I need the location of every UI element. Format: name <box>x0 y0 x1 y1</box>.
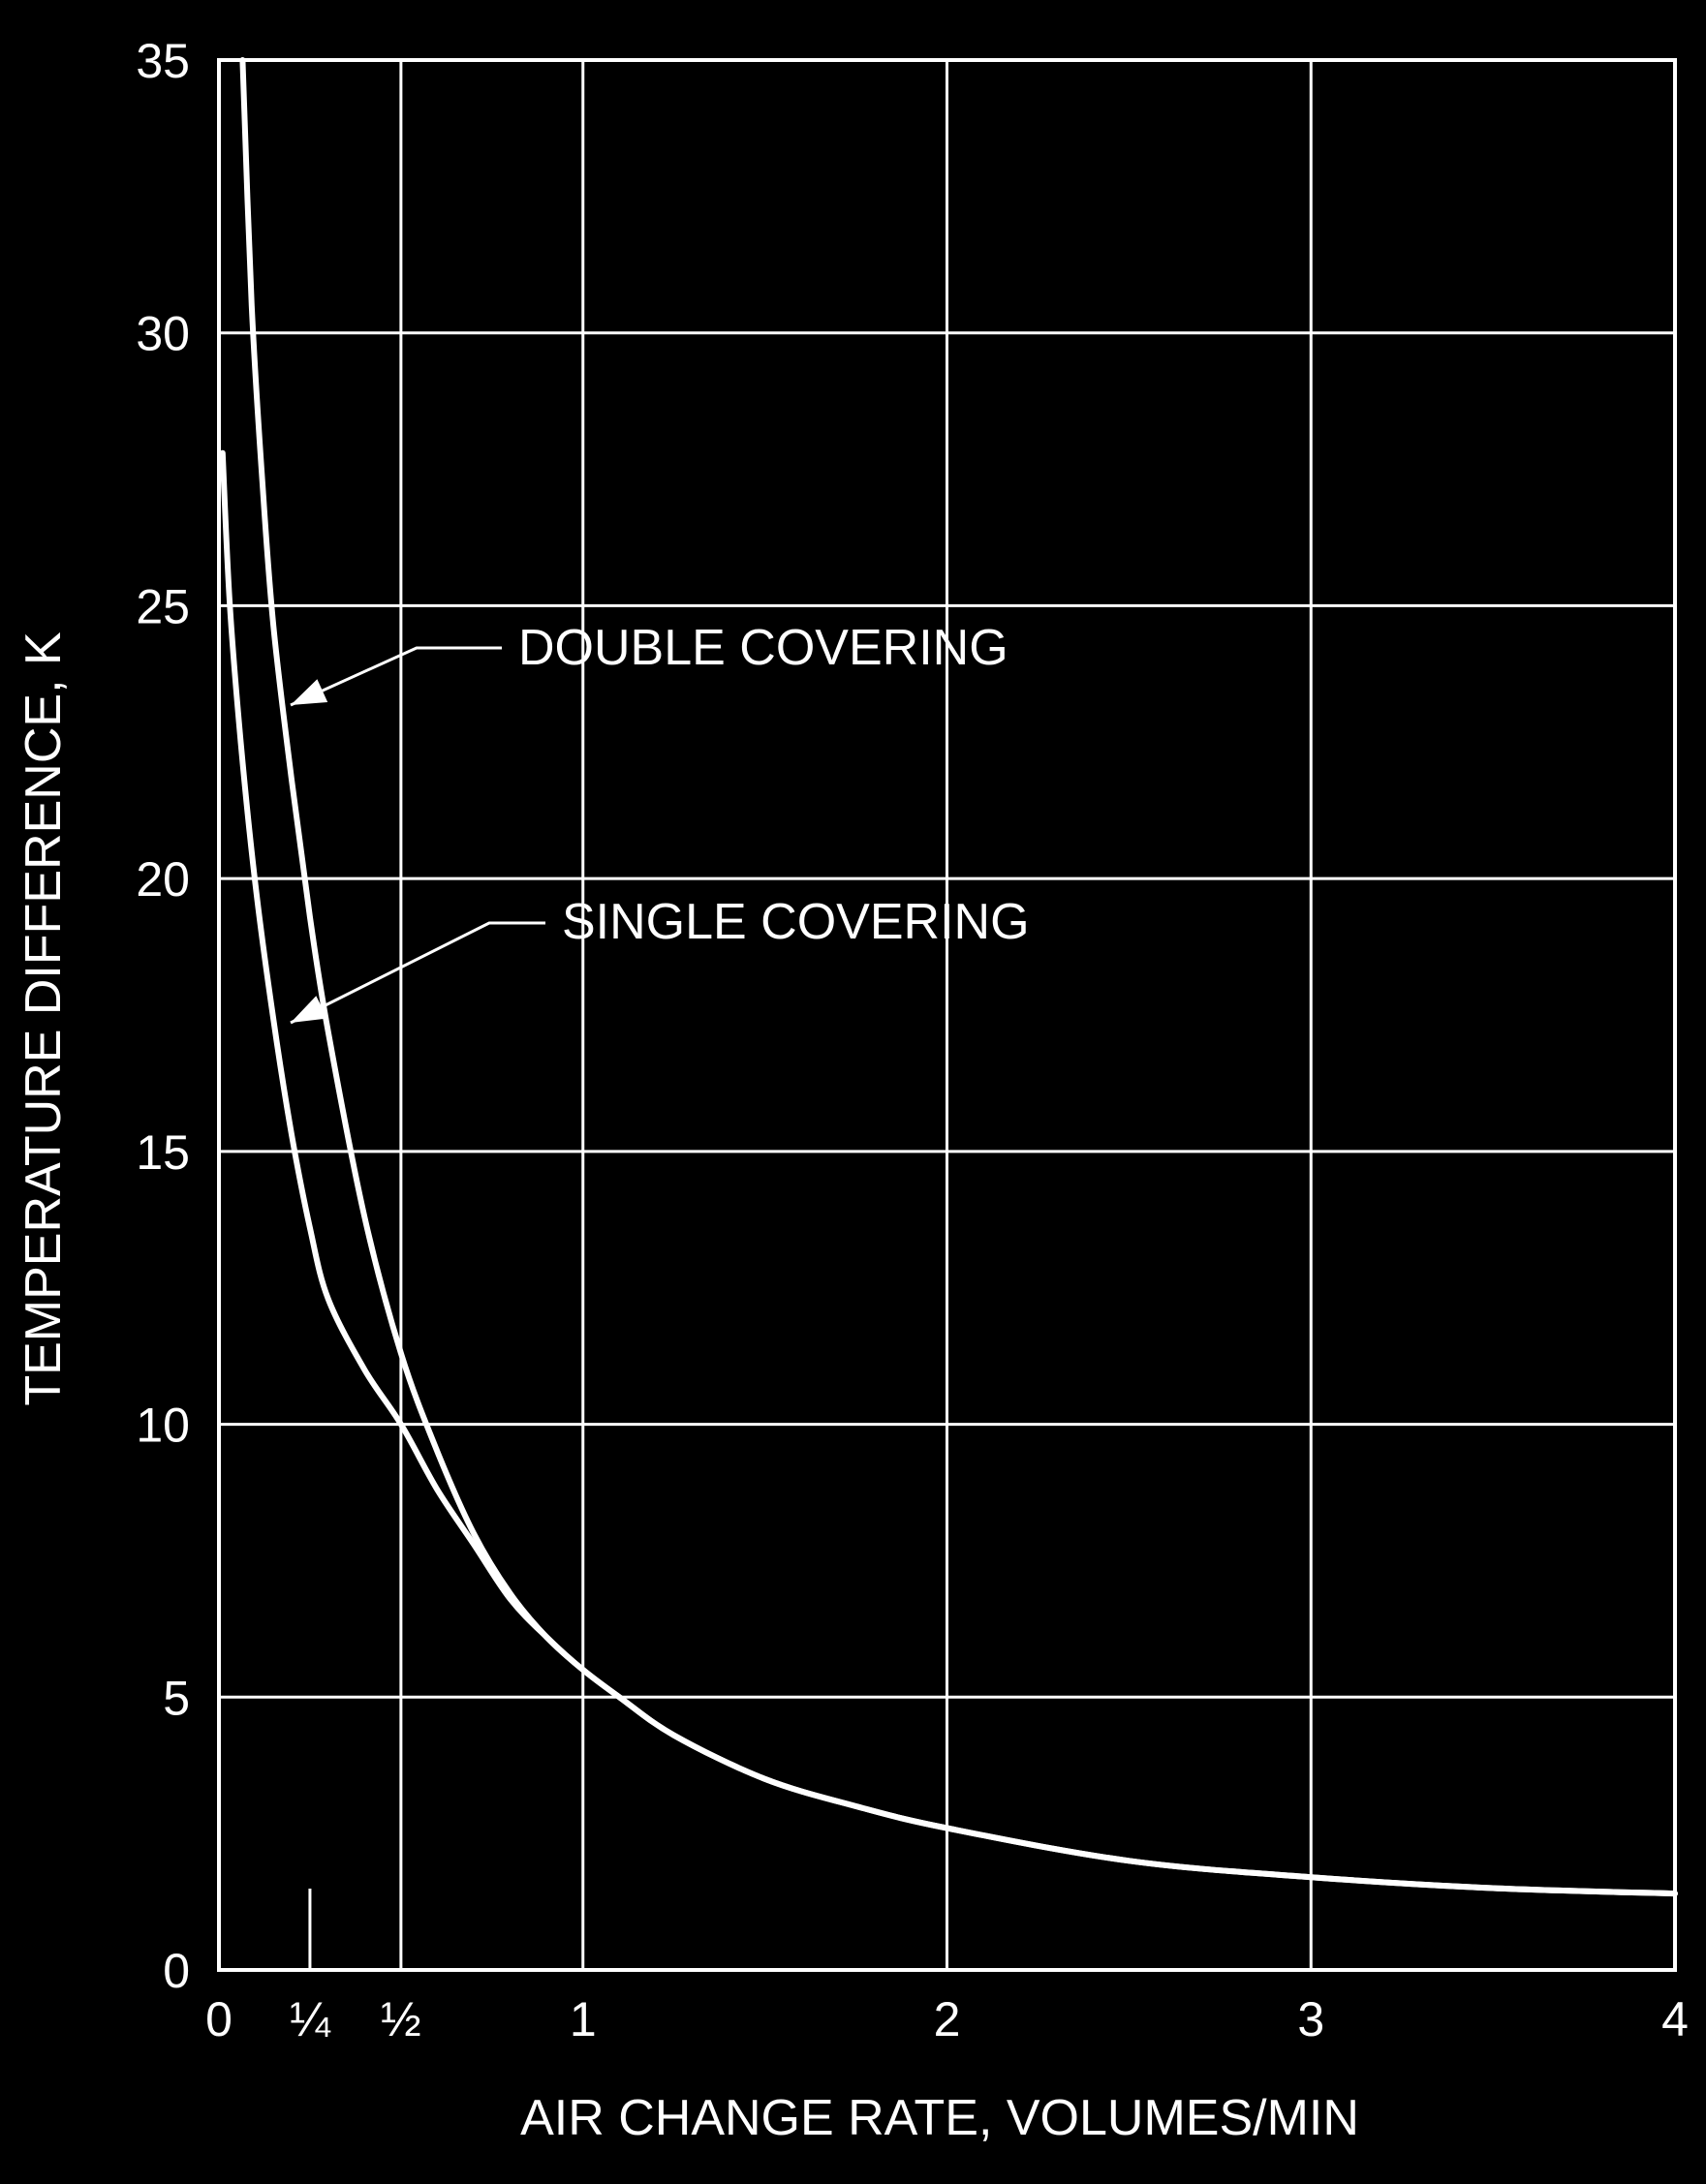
x-tick-label-2: ½ <box>381 1992 421 2046</box>
arrowhead-1 <box>291 996 327 1023</box>
leader-line-1 <box>290 921 545 1025</box>
grid-lines <box>219 60 1675 1970</box>
arrowhead-0 <box>291 679 328 705</box>
plot-border <box>217 58 1677 1972</box>
annotation-single-covering: SINGLE COVERING <box>290 894 1030 1025</box>
y-tick-label-5: 25 <box>136 579 190 633</box>
x-tick-label-3: 1 <box>570 1992 597 2046</box>
y-tick-label-0: 0 <box>163 1944 190 1998</box>
series-lines <box>219 57 1678 1897</box>
y-axis-title: TEMPERATURE DIFFERENCE, K <box>16 631 72 1406</box>
x-axis-title: AIR CHANGE RATE, VOLUMES/MIN <box>520 2090 1359 2146</box>
annotation-label-1: SINGLE COVERING <box>562 894 1030 950</box>
x-tick-label-6: 4 <box>1661 1992 1689 2046</box>
x-tick-label-1: ¼ <box>290 1992 331 2046</box>
tick-labels: 0 5 10 15 20 25 30 35 0 ¼ ½ 1 2 3 4 <box>136 34 1689 2046</box>
y-tick-label-6: 30 <box>136 307 190 361</box>
annotation-label-0: DOUBLE COVERING <box>518 620 1008 676</box>
y-tick-label-4: 20 <box>136 852 190 907</box>
x-tick-label-0: 0 <box>205 1992 233 2046</box>
x-tick-label-4: 2 <box>934 1992 961 2046</box>
y-tick-label-3: 15 <box>136 1125 190 1180</box>
leader-line-0 <box>290 646 502 707</box>
plot-frame <box>217 58 1677 1972</box>
annotations: DOUBLE COVERING SINGLE COVERING <box>290 620 1030 1025</box>
annotation-double-covering: DOUBLE COVERING <box>290 620 1008 707</box>
y-tick-label-2: 10 <box>136 1399 190 1453</box>
series-line-single-covering <box>219 449 1678 1897</box>
y-tick-label-1: 5 <box>163 1671 190 1725</box>
x-tick-label-5: 3 <box>1297 1992 1324 2046</box>
y-tick-label-7: 35 <box>136 34 190 88</box>
